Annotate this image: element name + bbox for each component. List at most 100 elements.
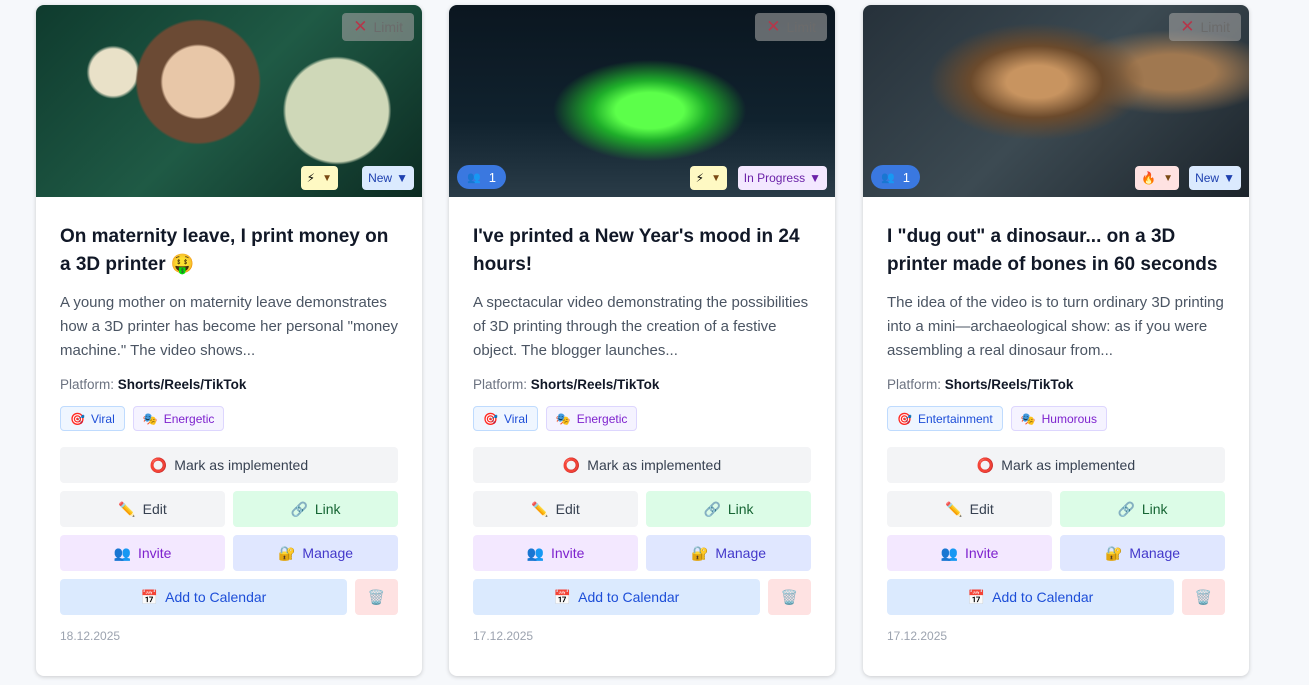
pencil-icon: ✏️ [531, 500, 549, 517]
priority-dropdown[interactable]: 🔥 ▼ [1135, 166, 1179, 190]
link-button[interactable]: 🔗 Link [233, 491, 398, 527]
tag: 🎯 Viral [60, 406, 125, 431]
tag: 🎭 Humorous [1010, 406, 1107, 431]
card-thumbnail[interactable]: ✕ Limit 👥 1 ⚡ ▼ In Progress ▼ [449, 5, 835, 197]
card-description: A spectacular video demonstrating the po… [473, 294, 809, 359]
chevron-down-icon: ▼ [809, 171, 821, 185]
limit-button[interactable]: ✕ Limit [755, 13, 827, 41]
platform-value: Shorts/Reels/TikTok [117, 377, 247, 392]
status-label: New [368, 171, 393, 185]
card-title: I've printed a New Year's mood in 24 hou… [473, 226, 800, 275]
team-badge[interactable]: 👥 1 [457, 165, 506, 189]
platform-label: Platform: [60, 377, 115, 392]
button-label: Mark as implemented [174, 457, 309, 473]
status-label: New [1195, 171, 1220, 185]
card-thumbnail[interactable]: ✕ Limit 👥 1 🔥 ▼ New ▼ [863, 5, 1249, 197]
button-label: Add to Calendar [578, 589, 680, 605]
manage-button[interactable]: 🔐 Manage [1060, 535, 1225, 571]
button-label: Invite [550, 545, 585, 561]
priority-dropdown[interactable]: ⚡ ▼ [300, 166, 338, 190]
card-thumbnail[interactable]: ✕ Limit ⚡ ▼ New ▼ [36, 5, 422, 197]
priority-icon: ⚡ [306, 171, 316, 185]
button-label: Invite [137, 545, 172, 561]
close-icon: ✕ [1180, 17, 1195, 36]
tag: 🎭 Energetic [132, 406, 225, 431]
link-button[interactable]: 🔗 Link [1060, 491, 1225, 527]
status-dropdown[interactable]: New ▼ [1189, 166, 1241, 190]
users-icon: 👥 [526, 544, 544, 561]
tag: 🎯 Viral [473, 406, 538, 431]
card-title: I "dug out" a dinosaur... on a 3D printe… [887, 226, 1218, 275]
chevron-down-icon: ▼ [1163, 172, 1173, 184]
tag-label: Energetic [163, 411, 215, 426]
mark-implemented-button[interactable]: ⭕ Mark as implemented [60, 447, 398, 483]
add-to-calendar-button[interactable]: 📅 Add to Calendar [887, 579, 1174, 615]
circle-icon: ⭕ [976, 456, 995, 473]
button-label: Link [314, 501, 341, 517]
card-date: 17.12.2025 [887, 629, 948, 643]
mark-implemented-button[interactable]: ⭕ Mark as implemented [473, 447, 811, 483]
pencil-icon: ✏️ [945, 500, 963, 517]
trash-icon: 🗑️ [367, 588, 386, 605]
pencil-icon: ✏️ [118, 500, 136, 517]
card-description: The idea of the video is to turn ordinar… [887, 294, 1224, 359]
priority-icon: 🔥 [1141, 171, 1157, 185]
card-description: A young mother on maternity leave demons… [60, 294, 399, 359]
idea-card: ✕ Limit 👥 1 🔥 ▼ New ▼ I "dug out" a dinosaur… [863, 5, 1249, 676]
edit-button[interactable]: ✏️ Edit [473, 491, 638, 527]
delete-button[interactable]: 🗑️ [768, 579, 811, 615]
team-badge[interactable]: 👥 1 [871, 165, 920, 189]
tag: 🎭 Energetic [545, 406, 638, 431]
chevron-down-icon: ▼ [1223, 171, 1235, 185]
delete-button[interactable]: 🗑️ [1182, 579, 1225, 615]
priority-dropdown[interactable]: ⚡ ▼ [689, 166, 727, 190]
users-icon: 👥 [113, 544, 131, 561]
platform-label: Platform: [887, 377, 942, 392]
masks-icon: 🎭 [142, 411, 158, 426]
manage-button[interactable]: 🔐 Manage [646, 535, 811, 571]
manage-button[interactable]: 🔐 Manage [233, 535, 398, 571]
team-count: 1 [488, 169, 496, 185]
target-icon: 🎯 [483, 411, 498, 426]
button-label: Edit [555, 501, 580, 517]
lock-icon: 🔐 [690, 544, 709, 561]
team-count: 1 [902, 169, 910, 185]
status-dropdown[interactable]: New ▼ [362, 166, 414, 190]
edit-button[interactable]: ✏️ Edit [887, 491, 1052, 527]
button-label: Edit [142, 501, 167, 517]
tag-label: Energetic [576, 411, 628, 426]
button-label: Add to Calendar [992, 589, 1094, 605]
invite-button[interactable]: 👥 Invite [887, 535, 1052, 571]
invite-button[interactable]: 👥 Invite [60, 535, 225, 571]
calendar-icon: 📅 [140, 588, 159, 605]
platform: Platform: Shorts/Reels/TikTok [887, 377, 1225, 392]
limit-button[interactable]: ✕ Limit [342, 13, 414, 41]
mark-implemented-button[interactable]: ⭕ Mark as implemented [887, 447, 1225, 483]
circle-icon: ⭕ [562, 456, 581, 473]
card-date: 17.12.2025 [473, 629, 534, 643]
users-icon: 👥 [467, 171, 481, 184]
platform: Platform: Shorts/Reels/TikTok [60, 377, 398, 392]
button-label: Mark as implemented [587, 457, 722, 473]
delete-button[interactable]: 🗑️ [355, 579, 398, 615]
lock-icon: 🔐 [277, 544, 296, 561]
masks-icon: 🎭 [1020, 411, 1036, 426]
invite-button[interactable]: 👥 Invite [473, 535, 638, 571]
limit-button[interactable]: ✕ Limit [1169, 13, 1241, 41]
edit-button[interactable]: ✏️ Edit [60, 491, 225, 527]
add-to-calendar-button[interactable]: 📅 Add to Calendar [473, 579, 760, 615]
calendar-icon: 📅 [967, 588, 986, 605]
tag: 🎯 Entertainment [887, 406, 1003, 431]
add-to-calendar-button[interactable]: 📅 Add to Calendar [60, 579, 347, 615]
button-label: Add to Calendar [165, 589, 267, 605]
platform-label: Platform: [473, 377, 528, 392]
status-dropdown[interactable]: In Progress ▼ [737, 166, 827, 190]
masks-icon: 🎭 [555, 411, 571, 426]
link-button[interactable]: 🔗 Link [646, 491, 811, 527]
platform-value: Shorts/Reels/TikTok [530, 377, 660, 392]
platform: Platform: Shorts/Reels/TikTok [473, 377, 811, 392]
limit-label: Limit [1200, 19, 1230, 35]
circle-icon: ⭕ [149, 456, 168, 473]
tag-label: Viral [503, 411, 528, 426]
status-label: In Progress [743, 171, 806, 185]
